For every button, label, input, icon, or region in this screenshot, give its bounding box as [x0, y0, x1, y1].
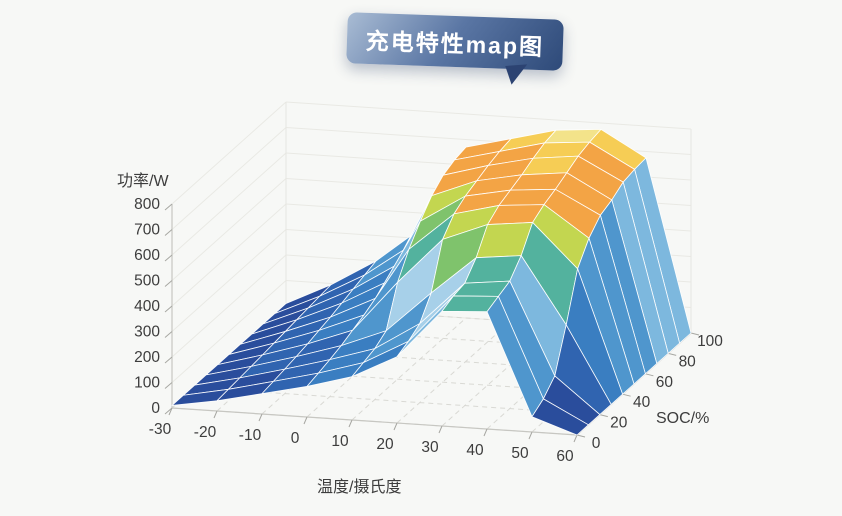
tick-label: 60	[556, 448, 574, 465]
tick-label: 500	[134, 273, 160, 290]
tick-label: 60	[656, 374, 674, 391]
tick-label: 10	[331, 433, 349, 450]
z-axis-label: 功率/W	[117, 173, 169, 190]
tick-label: 40	[466, 442, 484, 459]
tick-label: 40	[633, 394, 651, 411]
tick-label: 30	[421, 439, 439, 456]
tick-label: 80	[679, 353, 697, 370]
tick-label: 20	[610, 415, 628, 432]
tick-label: -20	[194, 424, 217, 441]
tick-label: 100	[697, 333, 723, 350]
tick-label: 700	[134, 222, 160, 239]
tick-label: 20	[376, 436, 394, 453]
tick-label: 50	[511, 445, 529, 462]
tick-label: -10	[239, 427, 262, 444]
x-axis-label: 温度/摄氏度	[317, 479, 402, 496]
surface-cell	[531, 398, 589, 436]
chart-title-bubble: 充电特性map图	[346, 12, 564, 85]
y-axis-label: SOC/%	[656, 410, 710, 427]
tick-label: 300	[134, 324, 160, 341]
tick-label: 400	[134, 298, 160, 315]
tick-label: 100	[134, 375, 160, 392]
bubble-tail	[505, 64, 529, 85]
tick-label: 600	[134, 247, 160, 264]
z-axis-ticks: 0 100 200 300 400 500 600 700 800	[134, 196, 173, 417]
tick-label: 0	[291, 430, 300, 447]
tick-label: 800	[134, 196, 160, 213]
tick-label: 0	[592, 435, 601, 452]
surface	[171, 128, 692, 436]
tick-label: 0	[151, 400, 160, 417]
tick-label: -30	[149, 421, 172, 438]
tick-label: 200	[134, 349, 160, 366]
x-axis-ticks: -30 -20 -10 0 10 20 30 40 50 60	[149, 407, 578, 465]
chart-title: 充电特性map图	[365, 27, 545, 60]
